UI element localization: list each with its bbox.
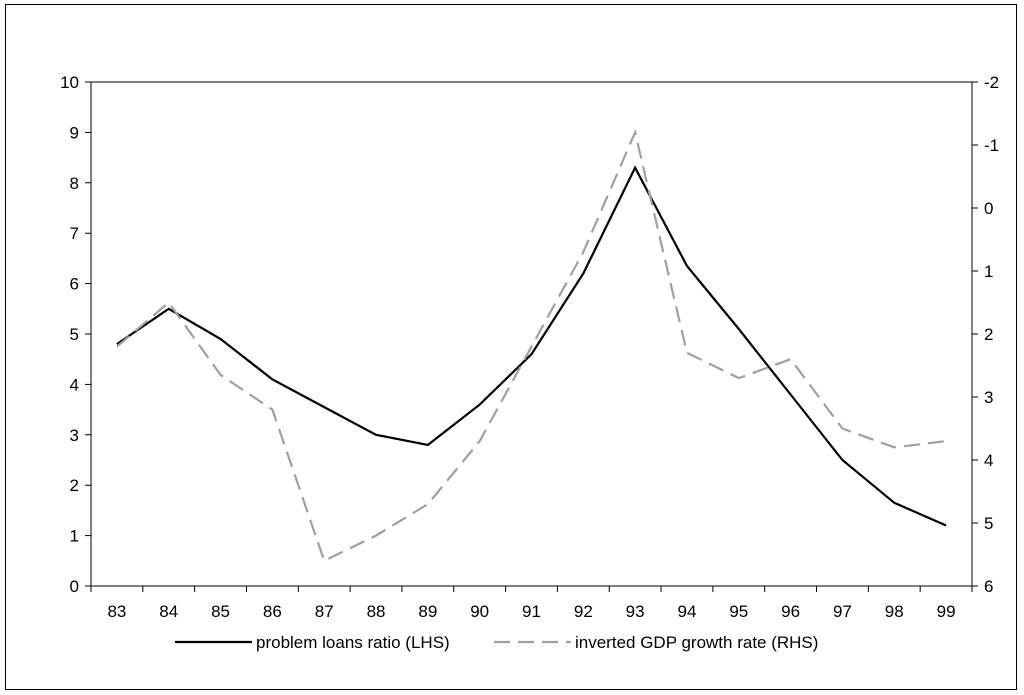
left-y-axis: 0 1 2 3 4 5 6 7 8 9 10 bbox=[60, 73, 91, 596]
right-tick-label: 2 bbox=[984, 325, 993, 344]
x-tick-label: 84 bbox=[159, 602, 178, 621]
left-tick-label: 10 bbox=[60, 73, 79, 92]
right-tick-label: 1 bbox=[984, 262, 993, 281]
x-tick-label: 89 bbox=[418, 602, 437, 621]
left-tick-label: 4 bbox=[70, 375, 79, 394]
right-tick-label: -2 bbox=[984, 73, 999, 92]
right-tick-label: 4 bbox=[984, 451, 993, 470]
plot-area bbox=[90, 81, 973, 587]
left-tick-label: 0 bbox=[70, 577, 79, 596]
legend-label-1: problem loans ratio (LHS) bbox=[256, 633, 450, 652]
x-tick-label: 93 bbox=[626, 602, 645, 621]
x-tick-label: 99 bbox=[937, 602, 956, 621]
right-tick-label: 6 bbox=[984, 577, 993, 596]
x-tick-label: 96 bbox=[781, 602, 800, 621]
chart-frame: 0 1 2 3 4 5 6 7 8 9 10 6 5 4 3 2 1 0 -1 -2 83 84 85 86 87 88 89 9… bbox=[5, 4, 1017, 690]
x-tick-label: 98 bbox=[885, 602, 904, 621]
x-tick-label: 97 bbox=[833, 602, 852, 621]
x-tick-label: 90 bbox=[470, 602, 489, 621]
x-tick-label: 83 bbox=[107, 602, 126, 621]
x-tick-label: 94 bbox=[678, 602, 697, 621]
right-y-axis: 6 5 4 3 2 1 0 -1 -2 bbox=[972, 73, 999, 596]
legend: problem loans ratio (LHS) inverted GDP gr… bbox=[175, 633, 818, 652]
x-tick-label: 86 bbox=[263, 602, 282, 621]
left-tick-label: 6 bbox=[70, 275, 79, 294]
left-tick-label: 3 bbox=[70, 426, 79, 445]
right-tick-label: 5 bbox=[984, 514, 993, 533]
gdp-growth-series-line bbox=[116, 128, 947, 563]
series-layer bbox=[116, 128, 947, 563]
x-tick-label: 88 bbox=[367, 602, 386, 621]
left-tick-label: 2 bbox=[70, 476, 79, 495]
x-tick-label: 95 bbox=[729, 602, 748, 621]
x-tick-label: 91 bbox=[522, 602, 541, 621]
x-tick-label: 85 bbox=[211, 602, 230, 621]
right-tick-label: 3 bbox=[984, 388, 993, 407]
x-tick-label: 87 bbox=[315, 602, 334, 621]
x-axis: 83 84 85 86 87 88 89 90 91 92 93 94 95 96 97 98 99 bbox=[90, 586, 973, 621]
x-tick-label: 92 bbox=[574, 602, 593, 621]
left-tick-label: 1 bbox=[70, 527, 79, 546]
left-tick-label: 5 bbox=[70, 325, 79, 344]
problem-loans-series-line bbox=[116, 165, 947, 527]
left-tick-label: 8 bbox=[70, 174, 79, 193]
left-tick-label: 7 bbox=[70, 224, 79, 243]
legend-label-2: inverted GDP growth rate (RHS) bbox=[575, 633, 818, 652]
right-tick-label: -1 bbox=[984, 136, 999, 155]
right-tick-label: 0 bbox=[984, 199, 993, 218]
left-tick-label: 9 bbox=[70, 123, 79, 142]
